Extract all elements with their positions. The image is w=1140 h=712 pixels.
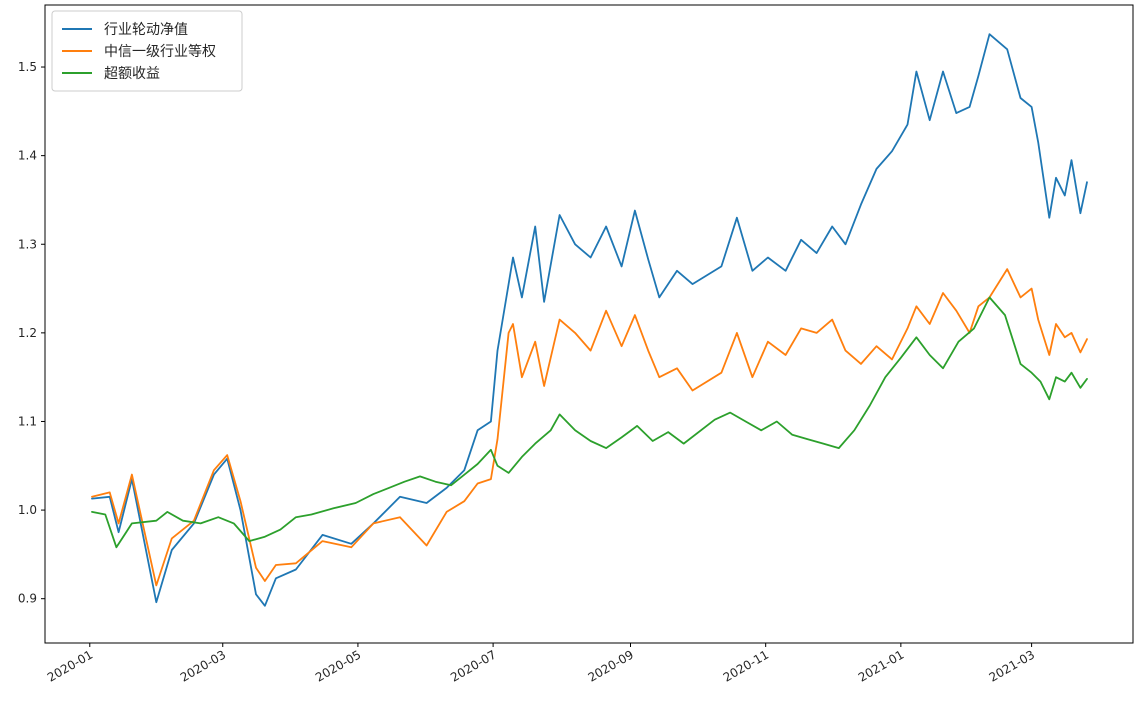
y-tick-label: 0.9 [18, 592, 37, 606]
plot-frame [44, 4, 1134, 644]
y-tick-label: 1.0 [18, 503, 37, 517]
series-line-1 [91, 33, 1088, 607]
series-line-3 [91, 296, 1088, 549]
y-tick-label: 1.5 [18, 60, 37, 74]
y-axis: 0.9 1.0 1.1 1.2 1.3 1.4 1.5 [18, 60, 45, 606]
y-tick-label: 1.4 [18, 149, 37, 163]
y-tick-label: 1.3 [18, 237, 37, 251]
legend-label: 行业轮动净值 [104, 22, 188, 38]
legend-label: 中信一级行业等权 [104, 43, 216, 60]
legend-box [51, 10, 243, 92]
y-tick-label: 1.1 [18, 414, 37, 428]
y-tick-label: 1.2 [18, 326, 37, 340]
series-layer [91, 33, 1088, 607]
legend-label: 超额收益 [104, 66, 160, 82]
series-line-2 [91, 268, 1088, 587]
